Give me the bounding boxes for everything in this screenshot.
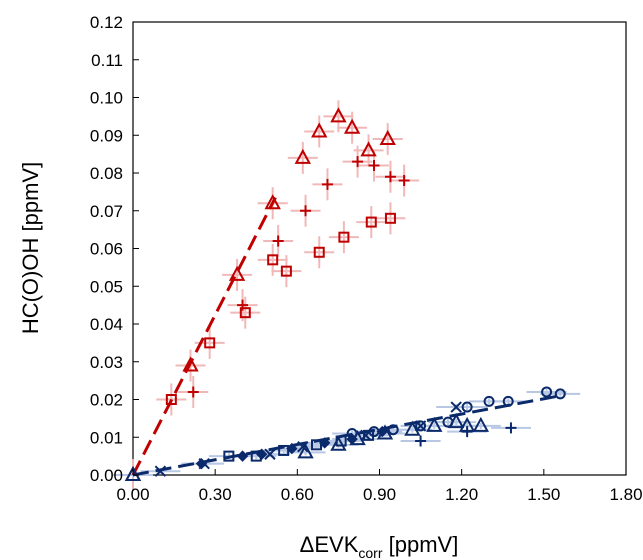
y-tick-label: 0.08: [90, 164, 123, 183]
x-tick-label: 1.20: [445, 485, 478, 504]
x-tick-label: 0.60: [281, 485, 314, 504]
red-fit-line: [131, 196, 277, 476]
y-tick-label: 0.12: [90, 13, 123, 32]
data-point-square: [311, 439, 323, 451]
data-point-triangle: [330, 435, 347, 451]
data-point-triangle: [182, 356, 199, 372]
x-axis-title: ΔEVKcorr [ppmV]: [300, 532, 459, 560]
x-tick-label: 0.30: [199, 485, 232, 504]
data-point-triangle: [379, 129, 396, 146]
data-point-circle: [368, 426, 380, 438]
x-axis-title-subscript: corr: [358, 545, 382, 560]
y-tick-label: 0.04: [90, 315, 123, 334]
y-tick-label: 0.03: [90, 353, 123, 372]
data-point-triangle: [124, 465, 142, 481]
y-tick-label: 0.10: [90, 89, 123, 108]
data-point-circle: [554, 388, 566, 400]
data-point-triangle: [297, 443, 314, 459]
data-point-triangle: [228, 265, 246, 281]
data-point-diamond: [236, 450, 249, 462]
data-point-cross: [264, 448, 276, 460]
data-point-plus: [352, 156, 364, 168]
data-points: [124, 107, 566, 481]
x-axis-title-unit: [ppmV]: [383, 532, 459, 557]
data-point-triangle: [360, 141, 377, 157]
data-point-cross: [297, 440, 309, 453]
data-point-square: [250, 450, 262, 462]
data-point-square: [267, 254, 279, 266]
data-point-square: [239, 307, 251, 319]
data-point-cross: [154, 465, 167, 477]
data-point-circle: [442, 416, 454, 428]
x-tick-label: 0.00: [116, 485, 149, 504]
x-axis-title-main: ΔEVK: [300, 532, 359, 557]
y-tick-label: 0.07: [90, 202, 123, 221]
x-tick-label: 0.90: [363, 485, 396, 504]
data-point-circle: [461, 401, 473, 413]
data-point-triangle: [376, 424, 394, 440]
data-point-plus: [272, 235, 284, 247]
data-point-triangle: [330, 107, 347, 123]
data-point-square: [365, 216, 377, 228]
data-point-plus: [368, 159, 380, 171]
data-point-plus: [398, 175, 410, 187]
y-tick-label: 0.09: [90, 126, 123, 145]
data-point-triangle: [343, 118, 361, 134]
y-tick-label: 0.06: [90, 240, 123, 259]
data-point-square: [280, 265, 292, 277]
data-point-square: [223, 450, 235, 462]
axis-ticks: 0.00 0.30 0.60 0.90 1.20 1.50 1.80 0.00 0.01 0.02…: [90, 13, 643, 504]
data-point-circle: [415, 420, 427, 432]
data-point-cross: [450, 401, 462, 413]
data-point-triangle: [404, 420, 421, 436]
data-point-triangle: [426, 416, 443, 432]
data-point-plus: [321, 178, 333, 190]
data-point-triangle: [264, 194, 281, 210]
data-point-circle: [502, 395, 514, 407]
data-point-circle: [346, 427, 358, 439]
data-point-plus: [461, 426, 473, 438]
data-point-square: [204, 337, 216, 349]
data-point-triangle: [294, 148, 311, 164]
y-tick-label: 0.02: [90, 391, 123, 410]
x-tick-label: 1.50: [527, 485, 560, 504]
y-tick-label: 0.01: [90, 428, 123, 447]
y-axis-title: HC(O)OH [ppmV]: [18, 162, 43, 334]
y-tick-label: 0.00: [90, 466, 123, 485]
data-point-circle: [483, 395, 495, 407]
x-tick-label: 1.80: [609, 485, 642, 504]
data-point-triangle: [472, 416, 490, 432]
data-point-circle: [387, 424, 399, 436]
data-point-plus: [505, 422, 517, 434]
data-point-cross: [198, 457, 210, 470]
y-tick-label: 0.05: [90, 277, 123, 296]
data-point-square: [278, 444, 290, 456]
data-point-triangle: [311, 122, 328, 138]
data-point-square: [313, 246, 325, 258]
data-point-square: [384, 212, 396, 224]
data-point-plus: [300, 205, 312, 217]
data-point-plus: [384, 171, 396, 183]
data-point-square: [165, 394, 177, 405]
data-point-plus: [415, 435, 427, 447]
data-point-circle: [541, 386, 553, 398]
y-tick-label: 0.11: [91, 51, 123, 70]
data-point-plus: [187, 386, 199, 398]
plot-frame: [132, 21, 627, 476]
data-point-square: [338, 231, 350, 243]
